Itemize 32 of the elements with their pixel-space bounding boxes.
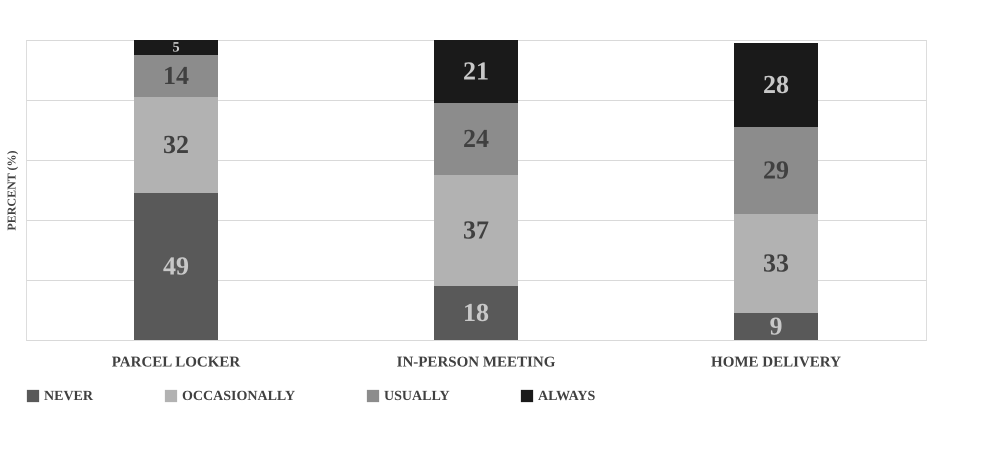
- data-label: 18: [463, 298, 489, 327]
- bar: [134, 40, 218, 55]
- x-tick-label: HOME DELIVERY: [711, 354, 842, 370]
- data-label: 9: [770, 312, 782, 340]
- bar: [734, 313, 818, 340]
- legend-label: USUALLY: [384, 389, 450, 404]
- bar: [134, 55, 218, 97]
- data-label: 32: [163, 130, 189, 159]
- x-tick-label: PARCEL LOCKER: [112, 354, 240, 370]
- data-label: 5: [172, 40, 180, 56]
- bar: [734, 214, 818, 313]
- x-tick-label: IN-PERSON MEETING: [396, 354, 556, 370]
- data-label: 49: [163, 252, 189, 280]
- legend-label: OCCASIONALLY: [182, 389, 296, 404]
- data-label: 29: [763, 156, 789, 184]
- bar: [434, 286, 518, 340]
- legend-label: ALWAYS: [538, 389, 596, 404]
- data-label: 21: [463, 56, 489, 86]
- bar: [434, 175, 518, 286]
- bar: [734, 43, 818, 127]
- y-axis-title: PERCENT (%): [4, 150, 18, 231]
- data-label: 28: [763, 70, 789, 99]
- bar: [734, 127, 818, 214]
- legend-label: NEVER: [44, 389, 94, 404]
- data-label: 37: [463, 216, 489, 244]
- bar: [134, 193, 218, 340]
- data-label: 14: [163, 61, 189, 90]
- data-label: 33: [763, 248, 789, 278]
- bar: [434, 103, 518, 175]
- bar: [434, 40, 518, 103]
- data-label: 24: [463, 124, 489, 153]
- bar: [134, 97, 218, 193]
